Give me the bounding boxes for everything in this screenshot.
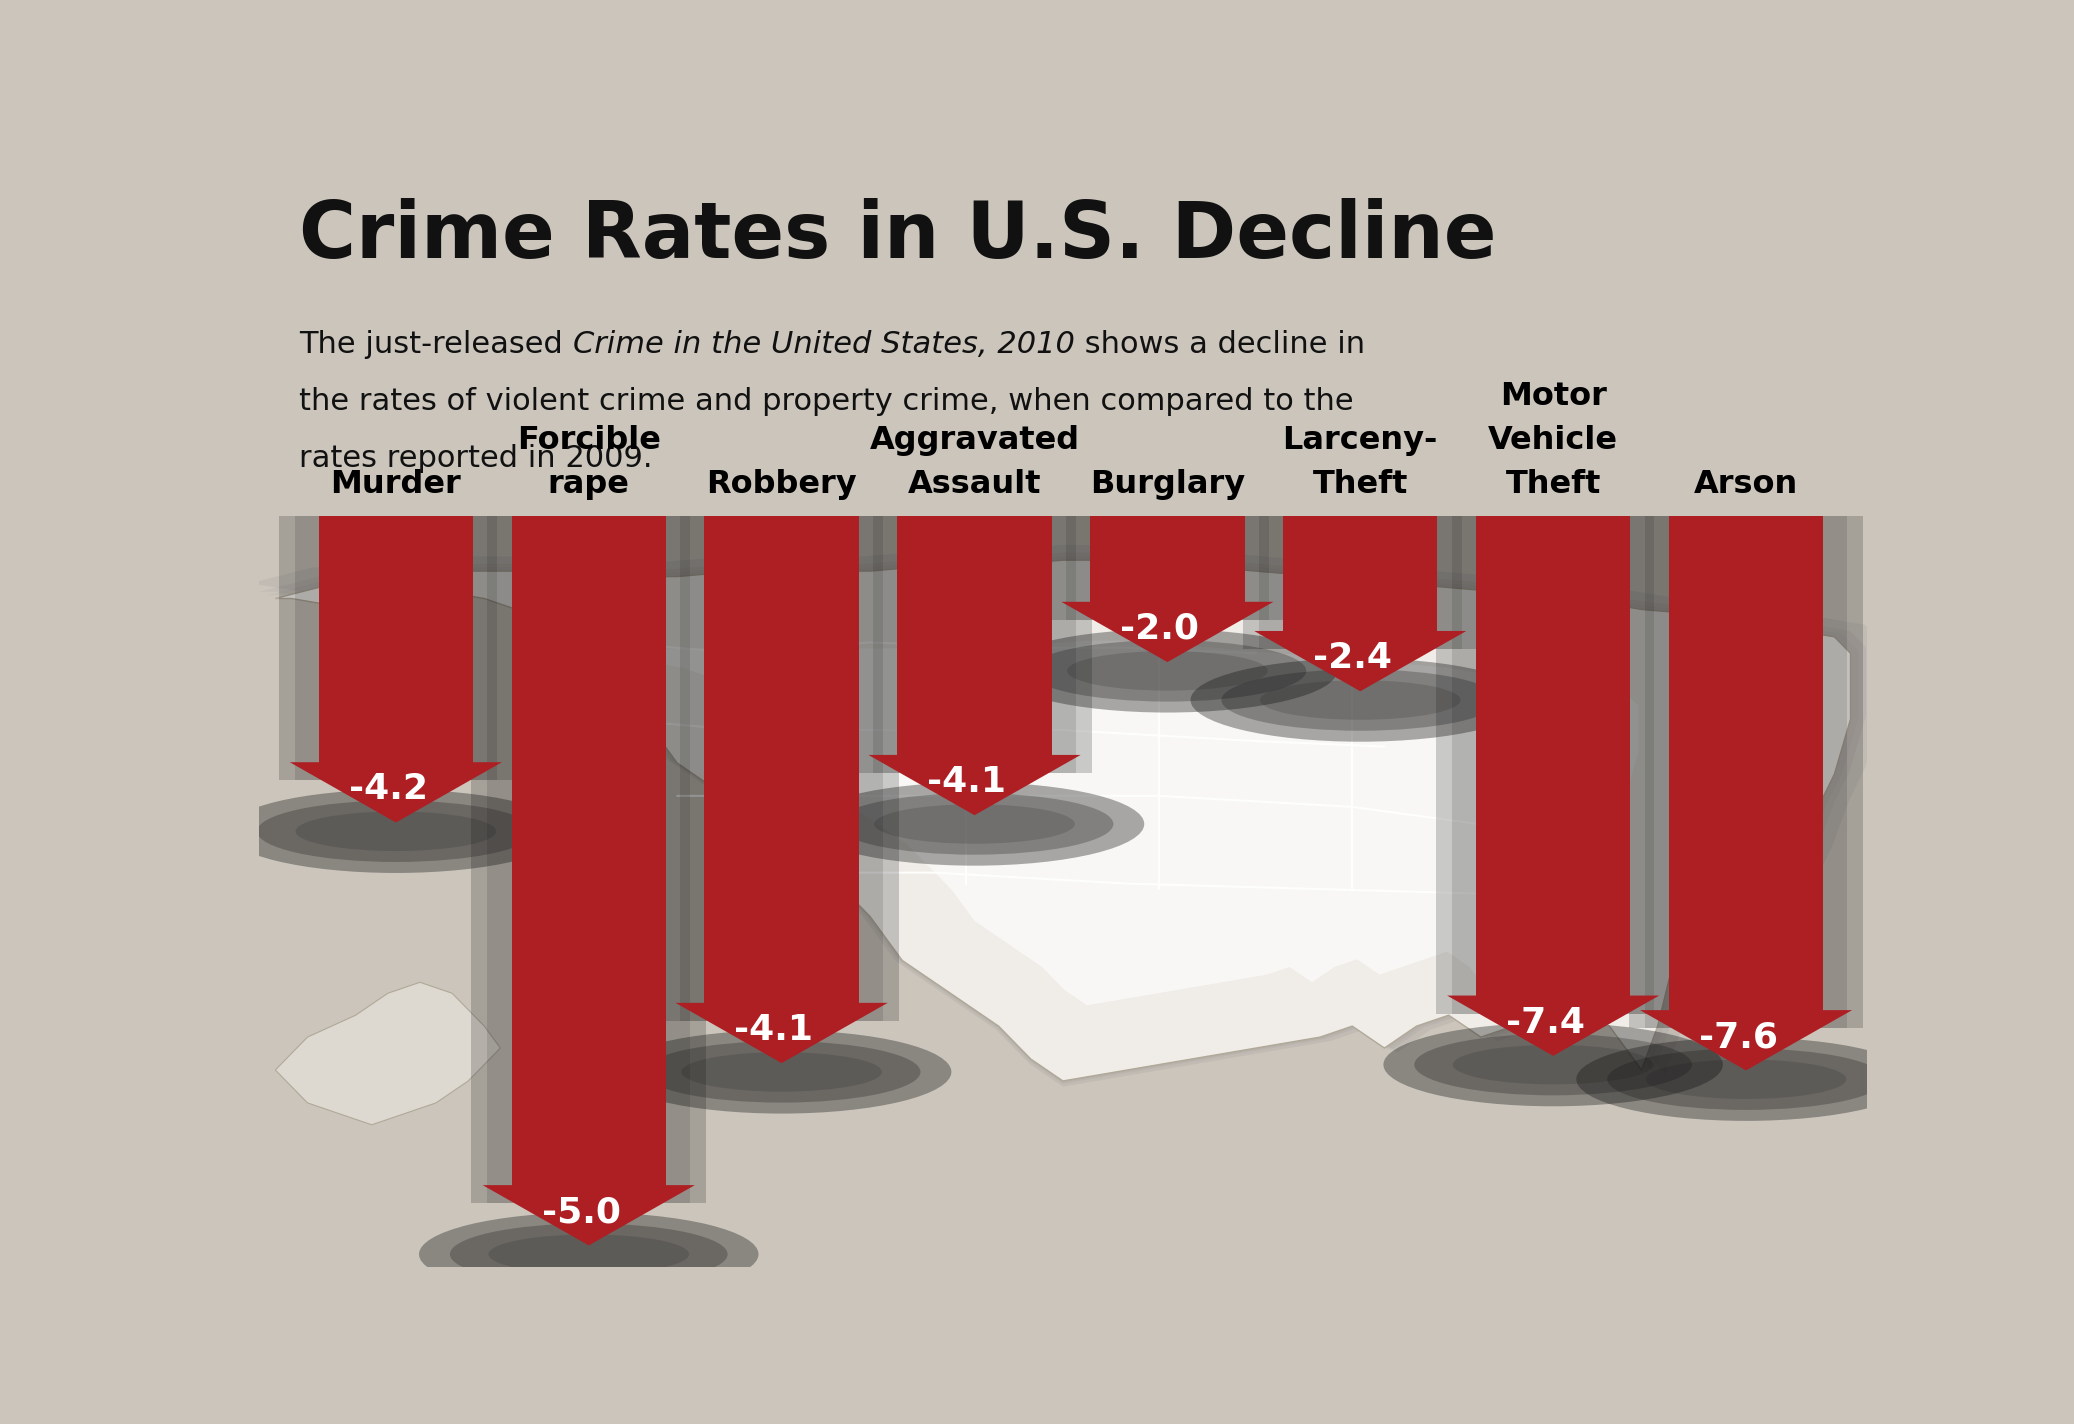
Text: -4.1: -4.1 (927, 765, 1006, 799)
Text: -5.0: -5.0 (541, 1195, 620, 1229)
FancyBboxPatch shape (471, 517, 705, 1203)
FancyBboxPatch shape (1435, 517, 1670, 1014)
Polygon shape (290, 762, 502, 823)
Text: Larceny-: Larceny- (1282, 424, 1437, 456)
Ellipse shape (257, 800, 535, 862)
Ellipse shape (805, 782, 1145, 866)
FancyBboxPatch shape (1049, 517, 1284, 619)
Ellipse shape (450, 1223, 728, 1284)
Polygon shape (268, 557, 1858, 1082)
FancyBboxPatch shape (1259, 517, 1462, 649)
Text: -4.1: -4.1 (734, 1012, 813, 1047)
Ellipse shape (612, 1030, 952, 1114)
FancyBboxPatch shape (1066, 517, 1269, 619)
Polygon shape (1062, 602, 1273, 662)
Text: Vehicle: Vehicle (1489, 424, 1618, 456)
Ellipse shape (682, 1052, 881, 1092)
Text: -4.2: -4.2 (348, 772, 427, 806)
Ellipse shape (419, 1213, 759, 1296)
FancyBboxPatch shape (664, 517, 898, 1021)
Ellipse shape (1261, 681, 1460, 719)
Text: Forcible: Forcible (516, 424, 662, 456)
Text: The just-released: The just-released (299, 330, 572, 359)
Polygon shape (869, 755, 1081, 815)
Text: -2.0: -2.0 (1120, 612, 1199, 646)
FancyBboxPatch shape (898, 517, 1052, 763)
Polygon shape (276, 560, 1850, 1081)
Text: rape: rape (548, 468, 630, 500)
Ellipse shape (1068, 651, 1267, 691)
FancyBboxPatch shape (1670, 517, 1823, 1020)
Ellipse shape (1454, 1045, 1653, 1084)
Text: -2.4: -2.4 (1313, 641, 1392, 675)
Text: Theft: Theft (1313, 468, 1408, 500)
FancyBboxPatch shape (278, 517, 512, 780)
Ellipse shape (489, 1235, 689, 1274)
Ellipse shape (1576, 1038, 1916, 1121)
Ellipse shape (998, 629, 1338, 712)
FancyBboxPatch shape (1242, 517, 1477, 649)
FancyBboxPatch shape (1091, 517, 1244, 611)
FancyBboxPatch shape (680, 517, 884, 1021)
FancyBboxPatch shape (857, 517, 1091, 773)
Ellipse shape (226, 790, 566, 873)
Polygon shape (259, 553, 1867, 1084)
Polygon shape (1641, 1010, 1852, 1071)
Text: Crime in the United States, 2010: Crime in the United States, 2010 (572, 330, 1074, 359)
Polygon shape (483, 1185, 695, 1246)
Ellipse shape (1607, 1048, 1885, 1109)
Text: Crime Rates in U.S. Decline: Crime Rates in U.S. Decline (299, 198, 1497, 275)
FancyBboxPatch shape (487, 517, 691, 1203)
Text: -7.6: -7.6 (1699, 1020, 1777, 1054)
FancyBboxPatch shape (873, 517, 1076, 773)
Polygon shape (1255, 631, 1466, 691)
Polygon shape (1448, 995, 1659, 1055)
FancyBboxPatch shape (1477, 517, 1630, 1004)
Text: Robbery: Robbery (707, 468, 857, 500)
Text: Theft: Theft (1506, 468, 1601, 500)
Ellipse shape (297, 812, 496, 852)
Text: rates reported in 2009.: rates reported in 2009. (299, 444, 653, 473)
FancyBboxPatch shape (319, 517, 473, 772)
Polygon shape (676, 1002, 888, 1064)
Ellipse shape (1647, 1059, 1846, 1099)
Polygon shape (535, 641, 1638, 1005)
Ellipse shape (1190, 658, 1531, 742)
FancyBboxPatch shape (512, 517, 666, 1195)
FancyBboxPatch shape (1284, 517, 1437, 639)
Text: Motor: Motor (1500, 382, 1607, 412)
Text: Assault: Assault (908, 468, 1041, 500)
Ellipse shape (836, 793, 1114, 854)
Text: Burglary: Burglary (1089, 468, 1244, 500)
Ellipse shape (1029, 641, 1307, 702)
FancyBboxPatch shape (1645, 517, 1848, 1028)
FancyBboxPatch shape (705, 517, 859, 1012)
Text: shows a decline in: shows a decline in (1074, 330, 1365, 359)
Ellipse shape (1414, 1034, 1692, 1095)
Text: Arson: Arson (1694, 468, 1798, 500)
FancyBboxPatch shape (1628, 517, 1862, 1028)
Ellipse shape (875, 805, 1074, 844)
Ellipse shape (643, 1041, 921, 1102)
Polygon shape (276, 983, 500, 1125)
FancyBboxPatch shape (1452, 517, 1655, 1014)
Ellipse shape (1383, 1022, 1723, 1106)
FancyBboxPatch shape (295, 517, 498, 780)
Polygon shape (245, 545, 1881, 1087)
Text: the rates of violent crime and property crime, when compared to the: the rates of violent crime and property … (299, 387, 1354, 416)
Text: Aggravated: Aggravated (869, 424, 1081, 456)
Text: Murder: Murder (330, 468, 460, 500)
Ellipse shape (1222, 669, 1500, 731)
Text: -7.4: -7.4 (1506, 1005, 1585, 1040)
